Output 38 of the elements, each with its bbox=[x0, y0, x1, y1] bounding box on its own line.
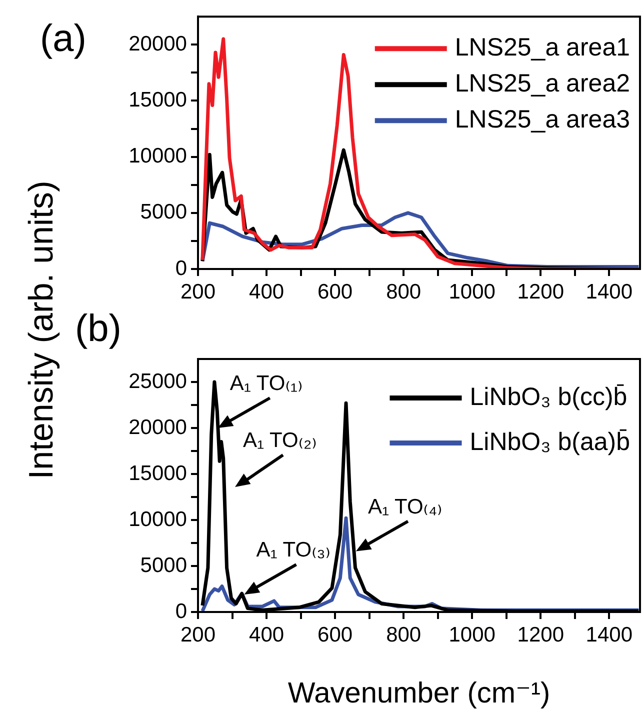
x-tick-label: 1400 bbox=[586, 280, 633, 304]
x-tick-label: 200 bbox=[180, 280, 216, 304]
x-tick-label: 200 bbox=[180, 623, 216, 646]
annotation: A₁ TO₍₂₎ bbox=[243, 429, 317, 452]
y-tick-label: 0 bbox=[175, 256, 187, 280]
x-tick-label: 1000 bbox=[448, 280, 496, 304]
annotation: A₁ TO₍₁₎ bbox=[230, 372, 303, 395]
legend-label: LNS25_a area1 bbox=[454, 33, 630, 62]
x-tick-label: 600 bbox=[318, 280, 353, 304]
annotation: A₁ TO₍₃₎ bbox=[256, 538, 330, 562]
legend-label: LNS25_a area2 bbox=[454, 69, 630, 98]
x-tick-label: 800 bbox=[386, 623, 422, 646]
x-tick-label: 1000 bbox=[448, 623, 496, 646]
y-tick-label: 5000 bbox=[140, 200, 187, 224]
x-tick-label: 800 bbox=[386, 280, 422, 304]
x-tick-label: 1200 bbox=[517, 623, 564, 646]
y-tick-label: 10000 bbox=[128, 144, 187, 168]
y-tick-label: 10000 bbox=[128, 508, 187, 531]
y-tick-label: 15000 bbox=[128, 462, 187, 485]
legend-label: LiNbO₃ b(cc)b̄ bbox=[470, 382, 628, 411]
text: (b) bbox=[75, 308, 122, 350]
x-tick-label: 1400 bbox=[586, 623, 633, 646]
y-tick-label: 5000 bbox=[140, 554, 187, 577]
legend-label: LNS25_a area3 bbox=[454, 105, 630, 134]
y-tick-label: 15000 bbox=[128, 88, 187, 112]
x-tick-label: 400 bbox=[249, 623, 284, 646]
legend-label: LiNbO₃ b(aa)b̄ bbox=[470, 428, 630, 456]
y-tick-label: 0 bbox=[175, 600, 187, 623]
x-tick-label: 1200 bbox=[517, 280, 564, 304]
y-axis-title: Intensity (arb. units) bbox=[22, 180, 62, 480]
x-axis-title: Wavenumber (cm⁻¹) bbox=[288, 678, 550, 710]
y-tick-label: 25000 bbox=[128, 370, 187, 393]
x-tick-label: 400 bbox=[249, 280, 284, 304]
text: (a) bbox=[40, 18, 86, 60]
y-tick-label: 20000 bbox=[128, 416, 187, 439]
annotation: A₁ TO₍₄₎ bbox=[368, 495, 442, 518]
x-tick-label: 600 bbox=[318, 623, 353, 646]
y-tick-label: 20000 bbox=[128, 32, 187, 56]
